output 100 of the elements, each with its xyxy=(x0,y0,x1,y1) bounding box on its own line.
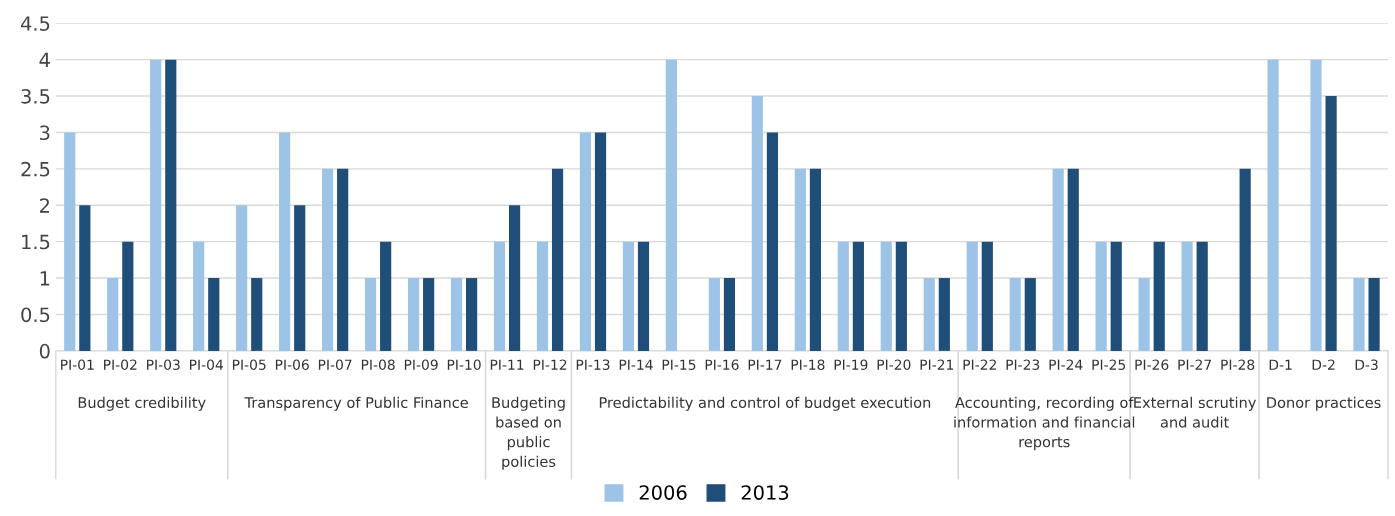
bar xyxy=(165,59,177,351)
bar xyxy=(923,278,935,351)
x-tick-label: PI-07 xyxy=(318,359,352,370)
x-tick-label: PI-26 xyxy=(1135,359,1169,370)
x-tick-label: PI-11 xyxy=(490,359,524,370)
x-tick-label: PI-08 xyxy=(361,359,395,370)
x-tick-label: PI-12 xyxy=(533,359,567,370)
bar xyxy=(966,241,978,351)
bar xyxy=(809,168,821,351)
x-tick-label: PI-18 xyxy=(791,359,825,370)
y-tick-label: 1.5 xyxy=(22,234,50,250)
bar xyxy=(708,278,720,351)
text: Accounting, recording of information and financial reports xyxy=(954,396,1135,451)
legend-label: 2013 xyxy=(741,485,789,500)
bar xyxy=(466,278,478,351)
x-tick-label: PI-03 xyxy=(147,359,180,370)
bar xyxy=(407,278,420,351)
y-tick-label: 0 xyxy=(39,343,50,359)
bar xyxy=(1138,278,1150,351)
y-tick-label: 1 xyxy=(40,271,50,286)
x-tick-label: PI-21 xyxy=(920,359,954,370)
bar xyxy=(723,278,736,351)
bar xyxy=(236,205,248,351)
bar xyxy=(895,241,907,351)
bar xyxy=(79,205,91,351)
bar xyxy=(380,241,392,351)
bar xyxy=(423,278,435,351)
bar xyxy=(322,168,334,351)
x-tick-label: PI-13 xyxy=(576,359,610,370)
x-tick-label: PI-28 xyxy=(1221,359,1255,370)
bar xyxy=(193,241,205,351)
y-tick-label: 4.5 xyxy=(20,16,50,31)
bar xyxy=(1325,96,1337,351)
bar xyxy=(208,278,220,351)
x-tick-label: PI-22 xyxy=(963,359,996,370)
bar xyxy=(938,278,950,351)
text: Donor practices xyxy=(1267,396,1381,411)
y-tick-label: 3.5 xyxy=(21,88,50,104)
bar xyxy=(579,132,592,351)
x-tick-label: PI-09 xyxy=(404,359,438,370)
x-tick-label: PI-02 xyxy=(104,359,137,370)
text: External scrutiny and audit xyxy=(1134,396,1257,428)
x-tick-label: PI-19 xyxy=(834,359,868,370)
x-tick-label: PI-17 xyxy=(748,359,782,370)
x-tick-label: PI-14 xyxy=(619,359,653,370)
bar xyxy=(622,241,635,351)
bar xyxy=(665,59,677,351)
bar xyxy=(766,132,779,351)
x-tick-label: PI-16 xyxy=(705,359,739,370)
bar xyxy=(1368,278,1380,351)
legend-label: 2006 xyxy=(639,485,687,500)
bar xyxy=(1267,59,1279,351)
x-tick-label: PI-20 xyxy=(877,359,911,370)
bar xyxy=(364,278,377,351)
bar xyxy=(1095,241,1107,351)
bar xyxy=(337,168,349,351)
bar xyxy=(122,241,134,351)
x-tick-label: PI-04 xyxy=(190,359,224,370)
bar xyxy=(1239,168,1251,351)
y-tick-label: 0.5 xyxy=(21,307,50,323)
x-tick-label: D-1 xyxy=(1269,359,1292,370)
text: Budget credibility xyxy=(78,396,206,411)
bar xyxy=(1153,241,1165,351)
text: Budgeting based on public policies xyxy=(492,396,565,470)
bar xyxy=(594,132,607,351)
bar xyxy=(837,241,849,351)
bar xyxy=(880,241,892,351)
bar xyxy=(64,132,76,351)
y-tick-label: 4 xyxy=(39,52,50,68)
bar xyxy=(1067,168,1079,351)
bar xyxy=(1181,241,1193,351)
bar xyxy=(1009,278,1021,351)
bar xyxy=(1110,241,1122,351)
bar xyxy=(107,278,119,351)
y-tick-label: 2.5 xyxy=(21,161,50,177)
bar xyxy=(794,168,806,351)
x-tick-label: PI-24 xyxy=(1049,359,1083,370)
bar xyxy=(751,96,763,351)
text: Predictability and control of budget execution xyxy=(599,396,931,411)
bar xyxy=(251,278,263,351)
bar xyxy=(1024,278,1036,351)
x-tick-label: PI-06 xyxy=(275,359,309,370)
y-tick-label: 3 xyxy=(40,125,50,141)
bar xyxy=(508,205,521,351)
y-tick-label: 2 xyxy=(39,198,49,213)
bar xyxy=(1353,278,1365,351)
x-tick-label: PI-10 xyxy=(447,359,481,370)
bar xyxy=(294,205,306,351)
x-tick-label: PI-23 xyxy=(1006,359,1040,370)
text: Transparency of Public Finance xyxy=(244,396,468,411)
x-tick-label: PI-01 xyxy=(61,359,94,370)
bar xyxy=(1052,168,1064,351)
bar xyxy=(493,241,506,351)
bar xyxy=(450,278,463,351)
bar xyxy=(551,168,564,351)
x-tick-label: PI-25 xyxy=(1092,359,1126,370)
bar xyxy=(981,241,993,351)
bar xyxy=(150,59,162,351)
x-tick-label: PI-27 xyxy=(1178,359,1212,370)
bar xyxy=(852,241,864,351)
